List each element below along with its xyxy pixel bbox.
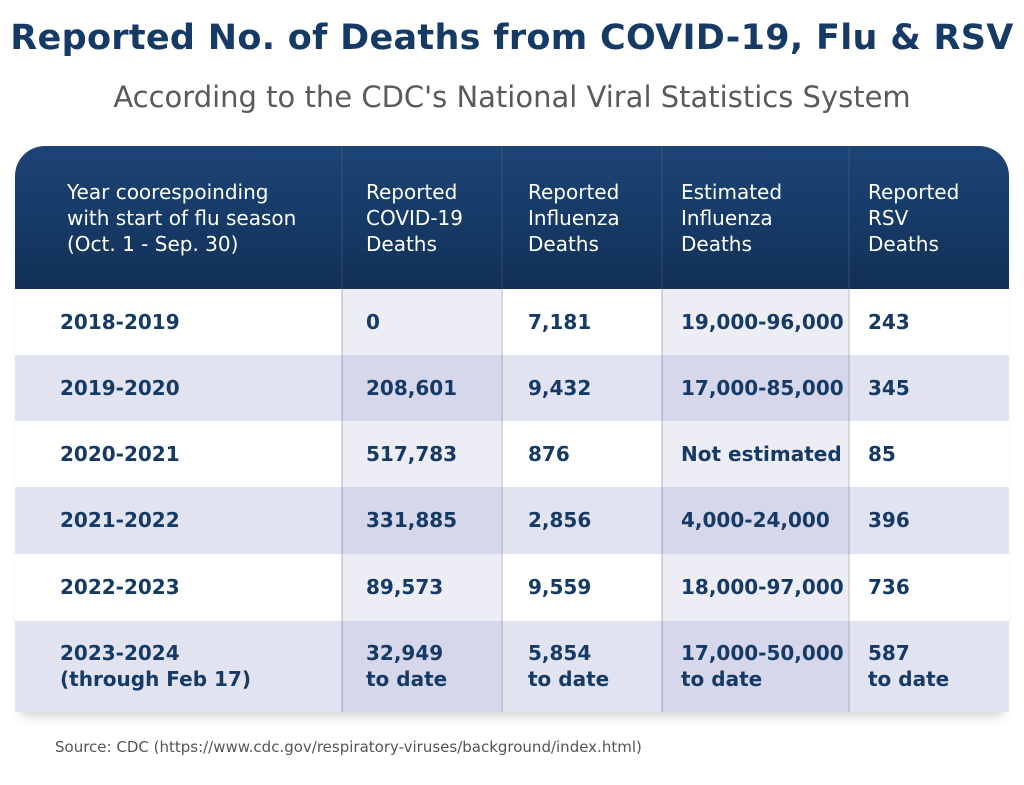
- cell-estimated-influenza: 17,000-85,000: [681, 376, 844, 400]
- cell-year: 2020-2021: [60, 442, 180, 466]
- header-influenza-deaths: Reported Influenza Deaths: [528, 180, 620, 256]
- cell-estimated-influenza: 17,000-50,000 to date: [681, 641, 844, 691]
- cell-year: 2021-2022: [60, 508, 180, 532]
- table-body: 2018-2019 0 7,181 19,000-96,000 243 2019…: [15, 289, 1009, 712]
- table-row: 2018-2019 0 7,181 19,000-96,000 243: [15, 289, 1009, 355]
- data-table: Year coorespoinding with start of flu se…: [15, 146, 1009, 712]
- table-header: Year coorespoinding with start of flu se…: [15, 146, 1009, 289]
- cell-influenza: 2,856: [528, 508, 592, 532]
- cell-year: 2019-2020: [60, 376, 180, 400]
- cell-covid: 208,601: [366, 376, 458, 400]
- cell-influenza: 876: [528, 442, 570, 466]
- cell-rsv: 736: [868, 575, 910, 599]
- cell-influenza: 5,854 to date: [528, 641, 610, 691]
- cell-covid: 331,885: [366, 508, 458, 532]
- cell-estimated-influenza: 4,000-24,000: [681, 508, 830, 532]
- cell-covid: 32,949 to date: [366, 641, 448, 691]
- column-divider: [341, 146, 343, 712]
- cell-estimated-influenza: Not estimated: [681, 442, 842, 466]
- cell-rsv: 85: [868, 442, 896, 466]
- cell-estimated-influenza: 19,000-96,000: [681, 310, 844, 334]
- table-row: 2022-2023 89,573 9,559 18,000-97,000 736: [15, 554, 1009, 621]
- cell-influenza: 9,432: [528, 376, 592, 400]
- table-row: 2019-2020 208,601 9,432 17,000-85,000 34…: [15, 355, 1009, 421]
- column-divider: [848, 146, 850, 712]
- header-year: Year coorespoinding with start of flu se…: [67, 180, 297, 256]
- table-row: 2021-2022 331,885 2,856 4,000-24,000 396: [15, 487, 1009, 554]
- column-divider: [501, 146, 503, 712]
- cell-rsv: 345: [868, 376, 910, 400]
- cell-covid: 517,783: [366, 442, 458, 466]
- source-note: Source: CDC (https://www.cdc.gov/respira…: [55, 738, 642, 756]
- header-rsv-deaths: Reported RSV Deaths: [868, 180, 960, 256]
- cell-rsv: 396: [868, 508, 910, 532]
- page-title: Reported No. of Deaths from COVID-19, Fl…: [10, 18, 1014, 58]
- cell-influenza: 7,181: [528, 310, 592, 334]
- cell-year: 2022-2023: [60, 575, 180, 599]
- header-covid-deaths: Reported COVID-19 Deaths: [366, 180, 464, 256]
- cell-year: 2023-2024 (through Feb 17): [60, 641, 251, 691]
- cell-rsv: 243: [868, 310, 910, 334]
- cell-rsv: 587 to date: [868, 641, 950, 691]
- cell-covid: 0: [366, 310, 380, 334]
- table-row: 2023-2024 (through Feb 17) 32,949 to dat…: [15, 621, 1009, 712]
- page-subtitle: According to the CDC's National Viral St…: [113, 80, 911, 114]
- cell-estimated-influenza: 18,000-97,000: [681, 575, 844, 599]
- cell-covid: 89,573: [366, 575, 444, 599]
- cell-influenza: 9,559: [528, 575, 592, 599]
- header-estimated-influenza-deaths: Estimated Influenza Deaths: [681, 180, 783, 256]
- table-row: 2020-2021 517,783 876 Not estimated 85: [15, 421, 1009, 487]
- cell-year: 2018-2019: [60, 310, 180, 334]
- column-divider: [661, 146, 663, 712]
